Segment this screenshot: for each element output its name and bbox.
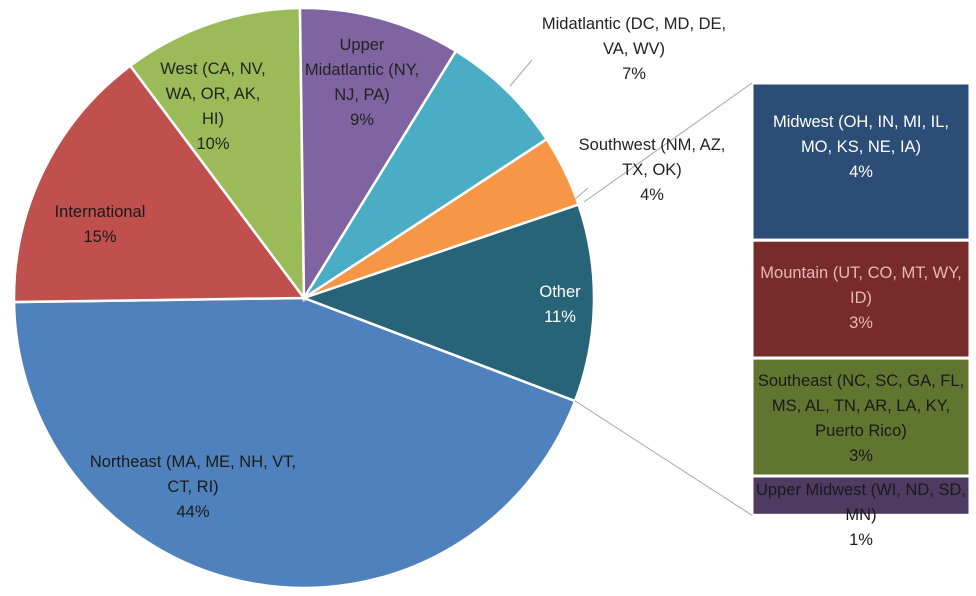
data-label: Mountain (UT, CO, MT, WY, ID) 3% [759, 261, 964, 336]
pie-slice [300, 202, 596, 403]
pie-slice [12, 296, 577, 590]
label-text: 44% [176, 503, 210, 521]
label-text: 3% [849, 447, 873, 465]
label-text: Upper Midatlantic (NY, NJ, PA) [304, 36, 420, 104]
data-label: Midwest (OH, IN, MI, IL, MO, KS, NE, IA)… [756, 110, 966, 185]
label-text: 9% [350, 111, 374, 129]
bar-segment [750, 474, 972, 517]
label-text: Midwest (OH, IN, MI, IL, MO, KS, NE, IA) [772, 113, 950, 156]
label-text: 11% [544, 308, 576, 326]
pie-slice [302, 49, 549, 300]
pie-slice [128, 6, 306, 302]
label-text: Southeast (NC, SC, GA, FL, MS, AL, TN, A… [757, 372, 965, 440]
leader-line [509, 59, 533, 87]
label-text: 15% [83, 228, 117, 246]
label-text: 7% [622, 65, 646, 83]
data-label: Northeast (MA, ME, NH, VT, CT, RI) 44% [83, 450, 303, 525]
bar-segment [750, 356, 972, 478]
leader-line [573, 187, 589, 201]
data-label: Southwest (NM, AZ, TX, OK) 4% [565, 133, 740, 208]
data-label: Other 11% [530, 280, 590, 330]
bar-segment [750, 81, 972, 242]
label-text: Upper Midwest (WI, ND, SD, MN) [756, 481, 966, 524]
label-text: 3% [849, 314, 873, 332]
label-text: Northeast (MA, ME, NH, VT, CT, RI) [89, 453, 297, 496]
label-text: 1% [849, 531, 873, 549]
label-text: 4% [640, 186, 664, 204]
data-label: Midatlantic (DC, MD, DE, VA, WV) 7% [539, 12, 729, 87]
bar-segment [750, 238, 972, 360]
connector-line [583, 82, 753, 203]
label-text: Midatlantic (DC, MD, DE, VA, WV) [541, 15, 727, 58]
data-label: Upper Midatlantic (NY, NJ, PA) 9% [305, 33, 420, 133]
connector-line [574, 400, 753, 516]
data-label: International 15% [25, 200, 175, 250]
data-label: West (CA, NV, WA, OR, AK, HI) 10% [158, 57, 268, 157]
data-label: Southeast (NC, SC, GA, FL, MS, AL, TN, A… [750, 369, 972, 469]
data-label: Upper Midwest (WI, ND, SD, MN) 1% [750, 478, 972, 553]
label-text: Other [539, 283, 581, 301]
label-text: Southwest (NM, AZ, TX, OK) [578, 136, 726, 179]
label-text: International [54, 203, 146, 221]
label-text: West (CA, NV, WA, OR, AK, HI) [160, 60, 266, 128]
pie-slice [12, 64, 307, 304]
label-text: Mountain (UT, CO, MT, WY, ID) [760, 264, 962, 307]
pie-slice [298, 6, 458, 303]
label-text: 4% [849, 163, 873, 181]
label-text: 10% [196, 135, 230, 153]
